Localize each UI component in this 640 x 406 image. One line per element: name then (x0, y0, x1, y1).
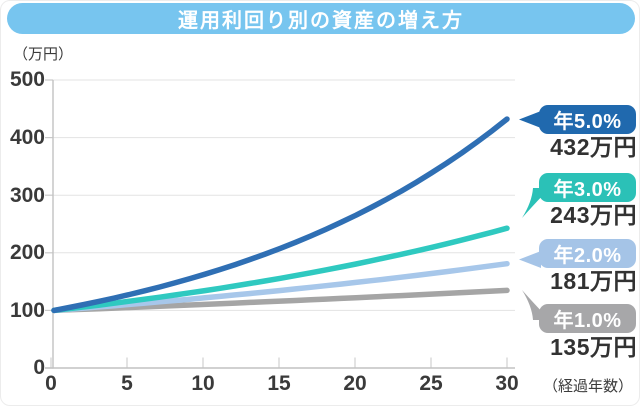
series-value-5pct: 432万円 (550, 134, 637, 160)
series-badge-2pct: 年2.0% (519, 239, 636, 268)
series-value-3pct: 243万円 (550, 202, 637, 228)
series-badge-label: 年1.0% (553, 310, 622, 332)
x-axis-unit-label: （経過年数） (543, 378, 634, 395)
series-badge-3pct: 年3.0% (522, 173, 636, 218)
series-value-1pct: 135万円 (550, 334, 637, 360)
y-tick-label: 300 (9, 184, 45, 207)
x-tick-label: 0 (45, 372, 57, 395)
series-line-年3.0% (51, 225, 510, 314)
y-tick-label: 400 (9, 126, 45, 149)
series-line-年2.0% (51, 260, 510, 314)
y-tick-label: 100 (9, 299, 45, 322)
series-value-2pct: 181万円 (550, 268, 637, 294)
x-tick-label: 15 (267, 372, 291, 395)
x-tick-label: 5 (121, 372, 133, 395)
y-tick-label: 0 (33, 356, 45, 379)
y-tick-label: 500 (9, 68, 45, 91)
series-badge-label: 年5.0% (553, 111, 622, 133)
x-tick-label: 25 (419, 372, 443, 395)
series-line-年1.0% (51, 287, 510, 314)
series-badge-5pct: 年5.0% (519, 105, 636, 134)
y-tick-label: 200 (9, 241, 45, 264)
series-badge-label: 年2.0% (553, 245, 622, 267)
x-tick-label: 20 (343, 372, 367, 395)
series-badge-1pct: 年1.0% (522, 290, 636, 333)
series-badge-label: 年3.0% (553, 179, 622, 201)
page-title: 運用利回り別の資産の増え方 (7, 3, 635, 34)
x-tick-label: 10 (191, 372, 215, 395)
series-line-年5.0% (51, 116, 510, 314)
y-axis-unit-label: （万円） (13, 46, 74, 63)
x-tick-label: 30 (495, 372, 519, 395)
